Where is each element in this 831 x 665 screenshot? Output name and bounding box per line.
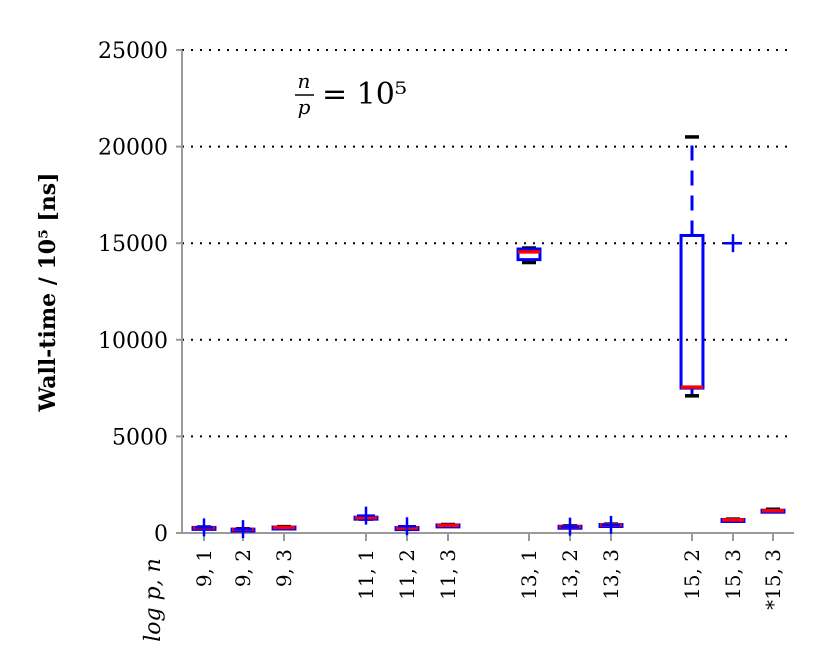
- box-group: [720, 234, 746, 523]
- x-tick-label: 13, 2: [558, 549, 582, 600]
- x-tick-label: 11, 1: [354, 549, 378, 600]
- y-tick-label: 0: [154, 522, 168, 547]
- box-group: [760, 507, 786, 514]
- box-group: [353, 506, 379, 525]
- y-axis-label: Wall-time / 10⁵ [ns]: [35, 172, 61, 412]
- box-group: [598, 515, 624, 534]
- annotation-numerator: n: [298, 69, 311, 93]
- box-group: [230, 520, 256, 539]
- y-tick-label: 5000: [112, 425, 168, 450]
- box-iqr: [679, 233, 705, 390]
- x-tick-label: 11, 2: [395, 549, 419, 600]
- x-tick-layer: 9, 1 9, 2 9, 3 11, 1 11, 2 11, 3 13, 1 13, 2 13,…: [192, 533, 785, 610]
- x-tick-label: 11, 3: [436, 549, 460, 600]
- box-group: [679, 135, 705, 398]
- y-tick-label: 20000: [98, 136, 168, 161]
- box-layer: [191, 135, 786, 539]
- x-tick-label: 9, 2: [231, 549, 255, 587]
- x-axis-label: log p, n: [141, 558, 166, 642]
- y-tick-label: 15000: [98, 232, 168, 257]
- annotation-denominator: p: [298, 95, 311, 119]
- x-tick-label: 15, 2: [680, 549, 704, 600]
- annotation: n p = 10⁵: [295, 69, 407, 119]
- box-group: [435, 522, 461, 529]
- x-tick-label: *15, 3: [761, 549, 785, 610]
- x-tick-label: 13, 3: [599, 549, 623, 600]
- y-tick-label: 10000: [98, 329, 168, 354]
- box-group: [394, 517, 420, 536]
- x-tick-label: 15, 3: [721, 549, 745, 600]
- box-iqr: [516, 247, 542, 262]
- grid-layer: [182, 49, 794, 438]
- x-tick-label: 9, 1: [192, 549, 216, 587]
- x-tick-label: 13, 1: [517, 549, 541, 600]
- y-tick-layer: 0 5000 10000 15000 20000 25000: [98, 39, 182, 547]
- x-tick-label: 9, 3: [272, 549, 296, 587]
- box-group: [191, 518, 217, 537]
- y-tick-label: 25000: [98, 39, 168, 64]
- annotation-rhs: = 10⁵: [322, 77, 407, 112]
- box-group: [516, 246, 542, 265]
- box-group: [557, 517, 583, 536]
- box-group: [271, 524, 297, 531]
